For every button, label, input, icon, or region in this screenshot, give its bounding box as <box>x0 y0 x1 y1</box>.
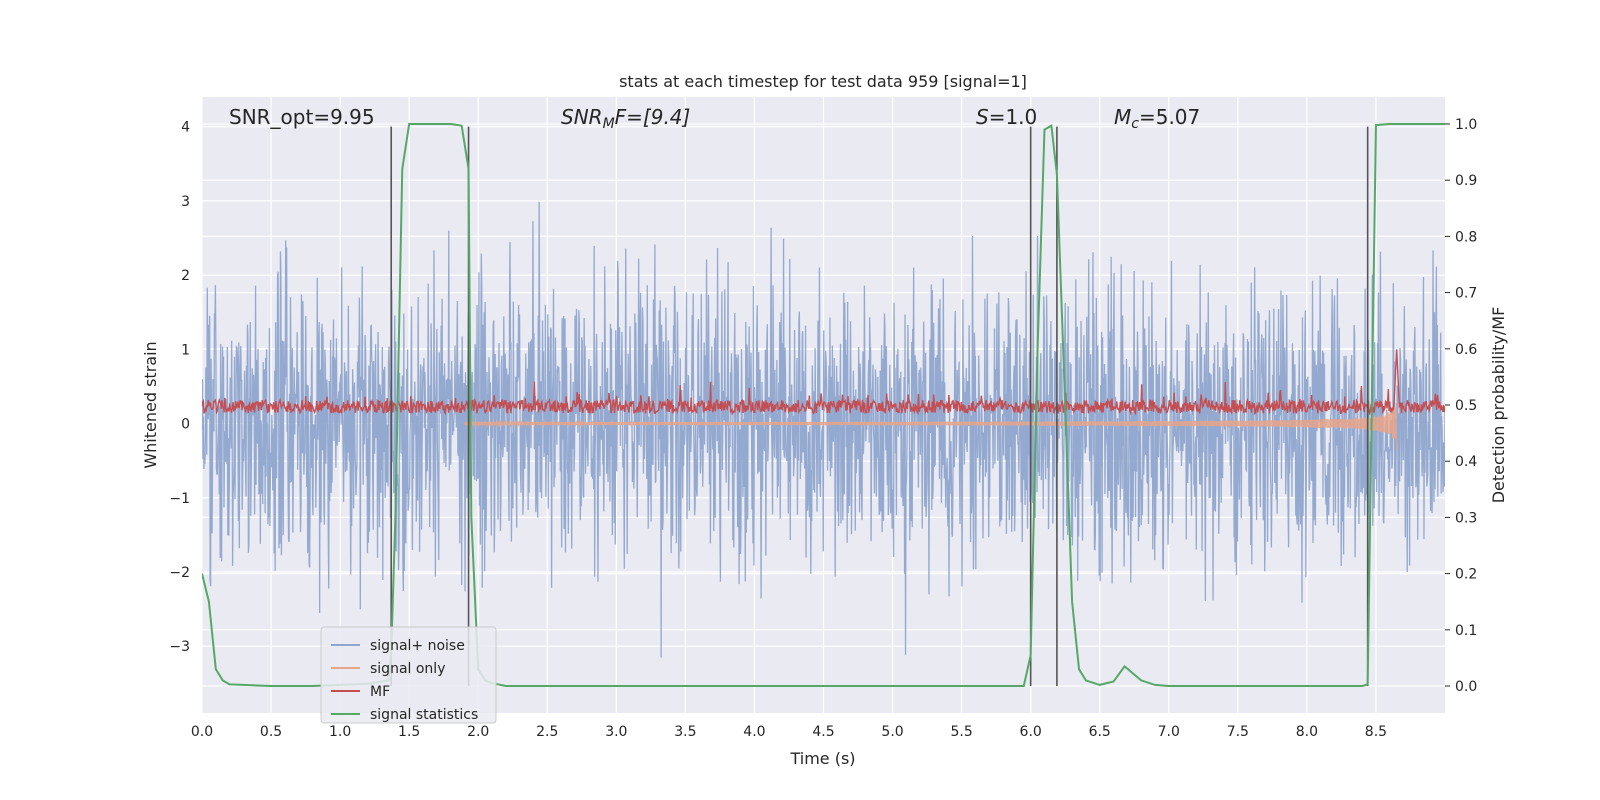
y-tick-label: 1 <box>181 342 190 358</box>
legend: signal+ noise signal only MF signal statist… <box>320 626 497 724</box>
y2-tick-label: 0.7 <box>1455 286 1477 302</box>
x-tick-label: 0.0 <box>191 724 213 740</box>
x-tick-label: 6.5 <box>1089 724 1111 740</box>
x-tick-label: 2.0 <box>467 724 489 740</box>
y2-tick-label: 0.6 <box>1455 342 1477 358</box>
vertical-markers <box>390 126 1369 687</box>
y-tick-label: 3 <box>181 194 190 210</box>
x-tick-label: 4.5 <box>812 724 834 740</box>
y-tick-label: 0 <box>181 417 190 433</box>
y2-tick-label: 0.3 <box>1455 510 1477 526</box>
y2-tick-label: 1.0 <box>1455 117 1477 133</box>
y2-axis-label: Detection probability/MF <box>1489 307 1508 504</box>
x-tick-label: 8.0 <box>1296 724 1318 740</box>
y2-tick-label: 0.0 <box>1455 679 1477 695</box>
x-axis-label: Time (s) <box>789 749 855 768</box>
annotation-s-rest: =1.0 <box>989 105 1038 129</box>
legend-box <box>320 626 497 724</box>
x-axis-ticks: 0.0 0.5 1.0 1.5 2.0 2.5 3.0 3.5 4.0 4.5 5.0 5.5 6.0 6… <box>191 724 1387 740</box>
y-tick-label: −1 <box>169 491 190 507</box>
annotation-s: S=1.0 <box>976 105 1037 129</box>
annotation-snr-mf-sub: M <box>603 116 615 132</box>
annotation-s-italic: S <box>976 105 989 129</box>
signal-noise-line <box>202 201 1445 658</box>
y2-tick-label: 0.5 <box>1455 398 1477 414</box>
legend-label: signal+ noise <box>370 638 465 654</box>
y2-tick-label: 0.8 <box>1455 229 1477 245</box>
annotation-mc-sub: c <box>1131 116 1139 132</box>
y-axis-ticks: −3 −2 −1 0 1 2 3 4 <box>169 120 190 656</box>
x-tick-label: 4.0 <box>743 724 765 740</box>
chart-title: stats at each timestep for test data 959… <box>619 72 1027 91</box>
y-tick-label: −2 <box>169 565 190 581</box>
y-tick-label: 2 <box>181 268 190 284</box>
x-tick-label: 3.0 <box>605 724 627 740</box>
y-axis-label: Whitened strain <box>141 341 160 468</box>
annotation-mc-base: M <box>1114 105 1131 129</box>
signal-only-line <box>463 403 1398 450</box>
y2-tick-label: 0.2 <box>1455 567 1477 583</box>
x-tick-label: 5.0 <box>881 724 903 740</box>
mf-line <box>202 349 1445 416</box>
annotation-snr-mf-base: SNR <box>561 105 603 129</box>
annotation-snr-opt: SNR_opt=9.95 <box>229 105 375 129</box>
y2-tick-label: 0.4 <box>1455 454 1477 470</box>
series-mf <box>202 349 1445 416</box>
x-tick-label: 3.5 <box>674 724 696 740</box>
x-tick-label: 7.0 <box>1158 724 1180 740</box>
x-tick-label: 1.0 <box>329 724 351 740</box>
legend-label: signal only <box>370 661 445 677</box>
legend-label: signal statistics <box>370 707 478 723</box>
x-tick-label: 0.5 <box>260 724 282 740</box>
annotation-snr-mf-rest: F=[9.4] <box>615 105 691 129</box>
y-tick-label: 4 <box>181 120 190 136</box>
x-tick-label: 7.5 <box>1227 724 1249 740</box>
x-tick-label: 2.5 <box>536 724 558 740</box>
annotation-mc: Mc=5.07 <box>1114 105 1200 132</box>
series-signal-noise <box>202 201 1445 658</box>
x-tick-label: 5.5 <box>950 724 972 740</box>
legend-label: MF <box>370 684 390 700</box>
y2-tick-label: 0.9 <box>1455 173 1477 189</box>
y2-tick-label: 0.1 <box>1455 623 1477 639</box>
annotation-mc-rest: =5.07 <box>1139 105 1200 129</box>
x-tick-label: 6.0 <box>1020 724 1042 740</box>
x-tick-label: 8.5 <box>1365 724 1387 740</box>
y-tick-label: −3 <box>169 639 190 655</box>
x-tick-label: 1.5 <box>398 724 420 740</box>
y2-axis-ticks: 0.0 0.1 0.2 0.3 0.4 0.5 0.6 0.7 0.8 0.9 1.0 <box>1445 117 1477 695</box>
annotation-snr-mf: SNRMF=[9.4] <box>561 105 690 132</box>
series-signal-only <box>463 403 1398 450</box>
